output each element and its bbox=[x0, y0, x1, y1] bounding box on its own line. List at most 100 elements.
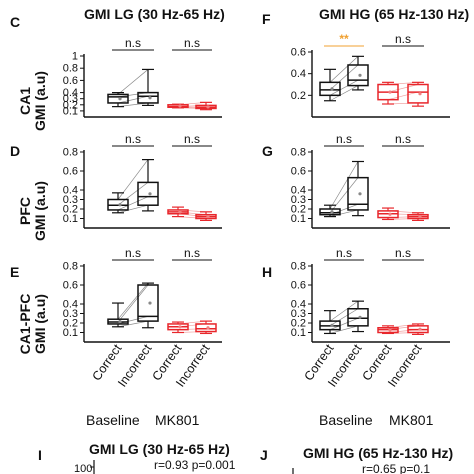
box-correct-mk801 bbox=[377, 81, 399, 105]
paired-line bbox=[117, 204, 149, 214]
y-tick-label: 0.1 bbox=[291, 213, 306, 225]
header-right: GMI HG (65 Hz-130 Hz) bbox=[319, 6, 470, 22]
significance-label: n.s bbox=[184, 246, 200, 260]
mean-marker bbox=[388, 328, 392, 332]
box-iqr bbox=[319, 81, 341, 97]
group-label-baseline-right: Baseline bbox=[319, 412, 373, 428]
box-iqr bbox=[347, 308, 369, 327]
paired-line bbox=[329, 177, 359, 214]
box-iqr bbox=[347, 176, 369, 211]
box-incorrect-mk801 bbox=[195, 101, 217, 111]
row-label-ca1-pfc: CA1-PFC GMI (a.u) bbox=[17, 269, 48, 379]
stat-text-j: r=0.65 p=0.1 bbox=[362, 462, 431, 474]
y-tick-label: 0.2 bbox=[63, 99, 78, 111]
mean-marker bbox=[418, 215, 422, 219]
y-tick-label: 0.4 bbox=[63, 299, 78, 311]
mean-marker bbox=[330, 87, 334, 91]
significance-label: n.s bbox=[125, 36, 141, 50]
paired-line bbox=[329, 300, 359, 322]
panel-f: 0.2 0.4 0.6 ** n.s bbox=[291, 32, 450, 118]
y-tick-label: 0.1 bbox=[63, 327, 78, 339]
row-label-pfc: PFC GMI (a.u) bbox=[17, 156, 48, 266]
row-label-pfc-line1: PFC bbox=[17, 197, 33, 225]
significance-label: n.s bbox=[395, 132, 411, 146]
y-tick-label: 0.8 bbox=[63, 261, 78, 273]
y-tick-label: 0.8 bbox=[63, 63, 78, 75]
box-correct-mk801 bbox=[167, 206, 189, 218]
y-tick-label: 0.2 bbox=[291, 204, 306, 216]
box-incorrect-mk801 bbox=[407, 212, 429, 221]
mean-marker bbox=[418, 92, 422, 96]
mean-marker bbox=[206, 215, 210, 219]
mean-marker bbox=[388, 90, 392, 94]
mean-marker bbox=[148, 301, 152, 305]
paired-line bbox=[329, 325, 359, 334]
y-tick-label: 0.6 bbox=[291, 166, 306, 178]
y-tick-label: 0.2 bbox=[291, 90, 306, 102]
y-tick-label: 0.1 bbox=[63, 213, 78, 225]
y-tick-label: 0.1 bbox=[63, 105, 78, 117]
panel-letter-h: H bbox=[262, 264, 273, 280]
paired-line bbox=[117, 320, 149, 328]
y-tick-label: 0.1 bbox=[291, 327, 306, 339]
y-tick-label: 0.2 bbox=[291, 318, 306, 330]
row-label-pfc-line2: GMI (a.u) bbox=[32, 181, 48, 241]
header-bottom-right: GMI HG (65 Hz-130 Hz) bbox=[303, 445, 454, 461]
mean-marker bbox=[118, 203, 122, 207]
row-label-ca1-pfc-line1: CA1-PFC bbox=[17, 293, 33, 355]
box-incorrect-baseline bbox=[347, 300, 369, 333]
y-tick-label: 0.4 bbox=[291, 185, 306, 197]
mean-marker bbox=[118, 97, 122, 101]
significance-label: n.s bbox=[336, 246, 352, 260]
significance-label: ** bbox=[339, 32, 349, 46]
paired-line bbox=[329, 85, 359, 102]
y-tick-label: 0.3 bbox=[291, 308, 306, 320]
panel-h: 0.10.20.30.4 0.6 0.8 n.s n.s bbox=[291, 246, 450, 343]
box-incorrect-mk801 bbox=[407, 323, 429, 335]
paired-line bbox=[329, 308, 359, 327]
mean-marker bbox=[330, 210, 334, 214]
y-tick-label: 0.8 bbox=[291, 147, 306, 159]
paired-line bbox=[329, 209, 359, 217]
paired-line bbox=[329, 56, 359, 83]
panel-letter-j: J bbox=[260, 447, 268, 463]
mean-marker bbox=[148, 192, 152, 196]
stat-text-i: r=0.93 p=0.001 bbox=[154, 458, 236, 472]
box-iqr bbox=[319, 208, 341, 216]
significance-label: n.s bbox=[125, 246, 141, 260]
paired-line bbox=[117, 284, 149, 323]
paired-line bbox=[329, 79, 359, 96]
box-incorrect-baseline bbox=[137, 68, 159, 107]
panel-c: 0.10.20.30.40.60.81 n.s n.s bbox=[63, 36, 222, 118]
y-tick-label: 0.6 bbox=[63, 280, 78, 292]
group-label-mk801-right: MK801 bbox=[389, 412, 434, 428]
box-incorrect-mk801 bbox=[195, 211, 217, 221]
y-tick-label: 0.3 bbox=[63, 194, 78, 206]
box-correct-baseline bbox=[107, 91, 129, 108]
y-tick-label: 0.6 bbox=[291, 280, 306, 292]
box-incorrect-mk801 bbox=[407, 81, 429, 107]
box-correct-mk801 bbox=[167, 103, 189, 109]
box-correct-mk801 bbox=[167, 321, 189, 334]
paired-line bbox=[329, 64, 359, 91]
y-tick-label: 0.3 bbox=[291, 194, 306, 206]
mean-marker bbox=[388, 212, 392, 216]
box-incorrect-baseline bbox=[347, 160, 369, 217]
mean-marker bbox=[358, 73, 362, 77]
tick-label-i: 100 bbox=[74, 463, 93, 474]
significance-label: n.s bbox=[184, 36, 200, 50]
row-label-ca1-line2: GMI (a.u) bbox=[32, 71, 48, 131]
box-incorrect-baseline bbox=[137, 282, 159, 329]
mean-marker bbox=[148, 96, 152, 100]
mean-marker bbox=[418, 327, 422, 331]
box-correct-baseline bbox=[107, 302, 129, 328]
mean-marker bbox=[178, 325, 182, 329]
paired-line bbox=[117, 69, 149, 95]
paired-line bbox=[387, 84, 419, 93]
box-iqr bbox=[195, 323, 217, 333]
significance-label: n.s bbox=[336, 132, 352, 146]
row-label-ca1-pfc-line2: GMI (a.u) bbox=[32, 294, 48, 354]
paired-line bbox=[117, 316, 149, 325]
y-tick-label: 0.4 bbox=[291, 299, 306, 311]
